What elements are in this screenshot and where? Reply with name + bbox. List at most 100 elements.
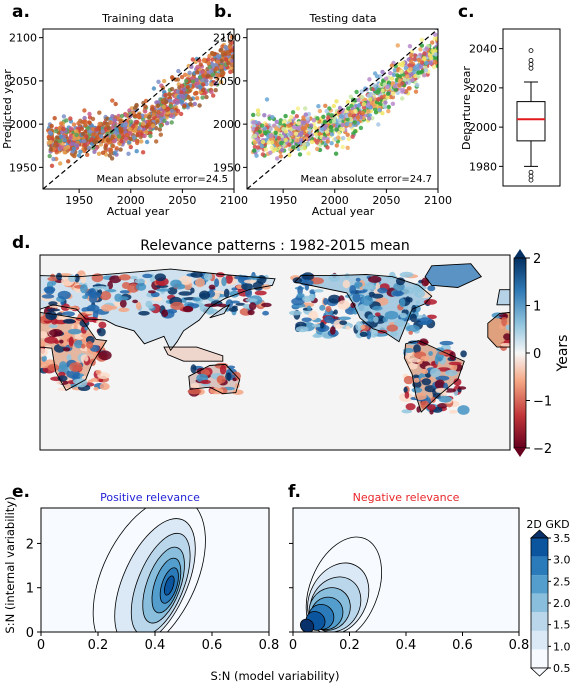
scatter-point <box>74 143 80 148</box>
scatter-point <box>303 106 308 111</box>
coastline-australia <box>188 363 241 395</box>
scatter-point <box>145 123 150 128</box>
kde-colorbar-tick-label: 2.5 <box>553 575 571 588</box>
relevance-cell <box>404 391 410 399</box>
relevance-cell <box>403 348 414 353</box>
scatter-point <box>128 136 133 141</box>
relevance-cell <box>170 279 182 288</box>
relevance-cell <box>118 307 130 312</box>
panel-e-density-contours <box>92 508 206 632</box>
scatter-point <box>392 68 398 73</box>
scatter-point <box>416 57 422 63</box>
scatter-point <box>229 34 234 40</box>
panel-a-frame <box>42 28 235 190</box>
scatter-point <box>139 139 144 144</box>
scatter-point <box>62 138 67 143</box>
scatter-point <box>85 152 90 157</box>
outlier-point <box>528 173 534 179</box>
relevance-cell <box>501 316 507 327</box>
kde-colorbar-tick-label: 3.5 <box>553 532 571 545</box>
scatter-point <box>428 55 434 61</box>
relevance-cell <box>45 311 58 321</box>
relevance-cell <box>231 287 238 291</box>
scatter-point <box>68 116 73 121</box>
relevance-cell <box>242 303 252 309</box>
shared-x-label: S:N (model variability) <box>211 669 340 683</box>
panel-d-letter: d. <box>12 233 31 253</box>
panel-d-frame <box>39 254 511 451</box>
scatter-point <box>260 139 266 145</box>
scatter-point <box>252 133 258 139</box>
relevance-cell <box>247 309 255 316</box>
relevance-cell <box>44 287 55 295</box>
scatter-point <box>407 86 412 91</box>
relevance-cell <box>421 378 432 386</box>
scatter-point <box>297 152 303 157</box>
scatter-point <box>190 57 195 62</box>
panel-e-letter: e. <box>12 482 30 502</box>
panel-a-ticks: 1950 2000 2050 2100 1950 2000 2050 2100 <box>9 32 248 207</box>
relevance-cell <box>301 317 312 323</box>
scatter-point <box>150 106 155 112</box>
relevance-cell <box>430 367 441 378</box>
relevance-cell <box>418 321 429 325</box>
relevance-cell <box>360 295 374 306</box>
scatter-point <box>255 145 261 150</box>
scatter-point <box>64 118 69 123</box>
kde-colorbar-band <box>531 575 548 594</box>
scatter-point <box>46 134 51 140</box>
scatter-point <box>292 124 297 130</box>
outlier-point <box>528 61 534 67</box>
scatter-point <box>114 146 119 151</box>
panel-e-y-label: S:N (internal variability) <box>3 496 17 633</box>
scatter-point <box>336 135 341 140</box>
scatter-point <box>87 111 92 117</box>
panel-d-relevance-map <box>40 263 510 440</box>
scatter-point <box>283 113 288 119</box>
relevance-cell <box>399 312 407 319</box>
relevance-cell <box>444 369 458 377</box>
y-tick-label: 2050 <box>213 75 241 88</box>
relevance-cell <box>390 331 398 337</box>
scatter-point <box>105 116 110 121</box>
scatter-point <box>376 87 382 93</box>
y-tick-label: 1980 <box>469 160 497 173</box>
scatter-point <box>209 50 215 56</box>
scatter-point <box>413 89 419 94</box>
relevance-cell <box>360 324 366 330</box>
relevance-cell <box>392 290 404 297</box>
scatter-point <box>329 128 334 133</box>
scatter-point <box>393 87 398 92</box>
relevance-cell <box>413 344 421 354</box>
panel-a-x-label: Actual year <box>107 205 170 218</box>
colorbar-tick-label: −1 <box>533 395 552 410</box>
relevance-cell <box>241 283 254 291</box>
relevance-cell <box>190 383 200 389</box>
coastline-indonesia <box>163 346 224 362</box>
scatter-point <box>259 143 264 149</box>
panel-d-colorbar <box>513 257 527 449</box>
scatter-point <box>329 141 334 146</box>
scatter-point <box>110 98 115 103</box>
scatter-point <box>92 139 97 145</box>
panel-c-y-label: Departure year <box>460 66 473 150</box>
scatter-point <box>334 143 339 148</box>
scatter-point <box>435 63 438 69</box>
relevance-cell <box>437 403 448 409</box>
relevance-cell <box>409 313 417 323</box>
scatter-point <box>262 126 267 131</box>
relevance-cell <box>325 305 332 312</box>
scatter-point <box>390 101 396 107</box>
relevance-cell <box>349 285 357 295</box>
scatter-point <box>302 142 307 147</box>
scatter-point <box>74 129 79 134</box>
kde-colorbar-top-arrow <box>529 529 550 539</box>
scatter-point <box>276 127 281 133</box>
scatter-point <box>424 46 429 51</box>
relevance-cell <box>328 294 341 304</box>
scatter-point <box>155 100 161 105</box>
scatter-point <box>79 126 85 131</box>
scatter-point <box>374 74 380 79</box>
relevance-cell <box>80 274 87 284</box>
panel-a-title: Training data <box>101 12 174 25</box>
